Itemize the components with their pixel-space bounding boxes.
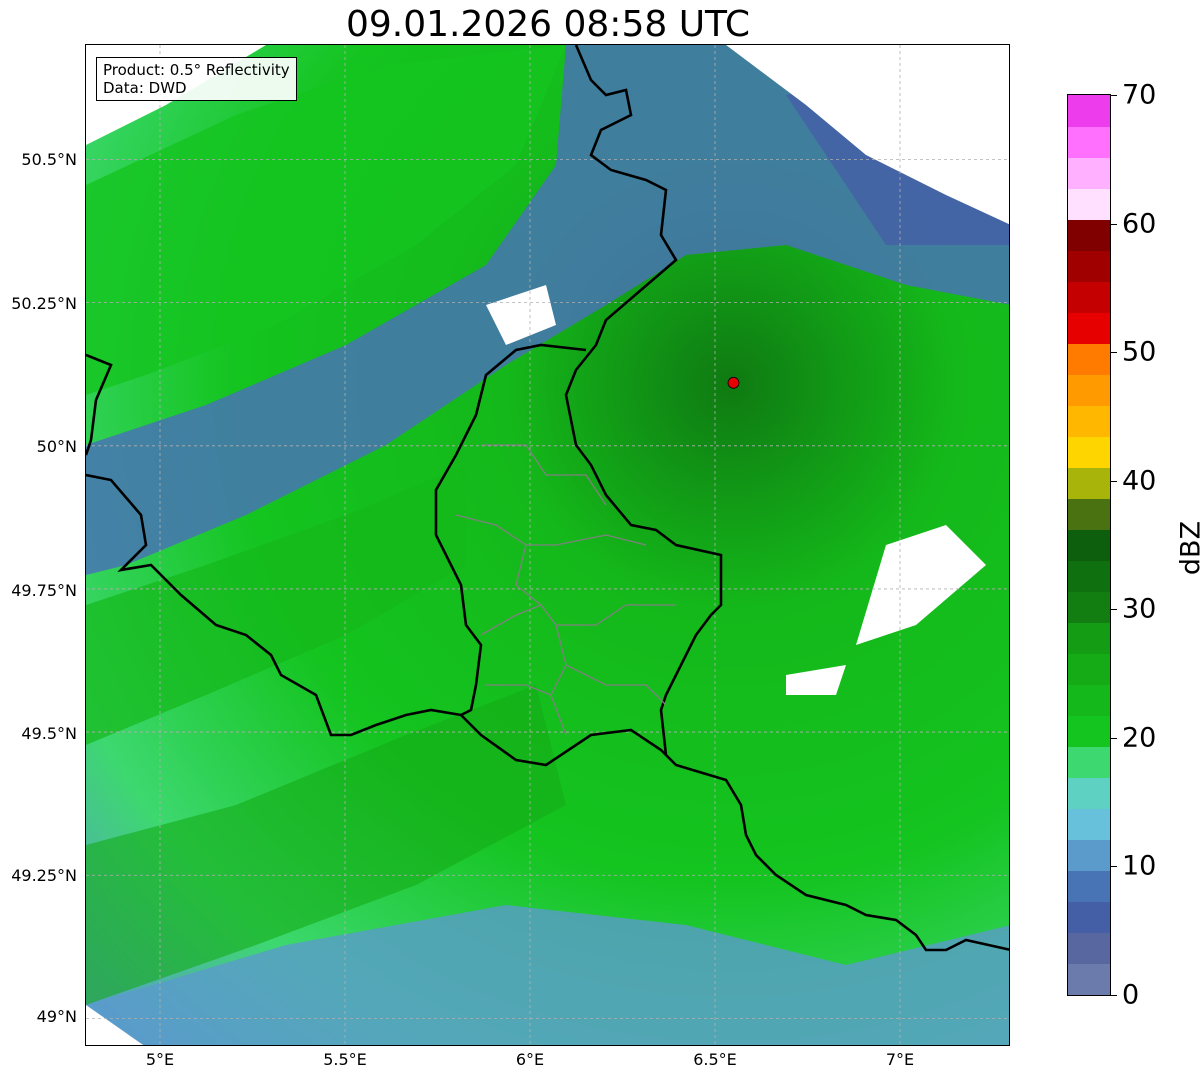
colorbar-unit-label: dBZ <box>1175 520 1202 576</box>
colorbar-segment <box>1068 219 1110 251</box>
colorbar-segment <box>1068 95 1110 127</box>
colorbar-tick-label: 0 <box>1122 979 1140 1011</box>
radar-site-marker[interactable] <box>727 376 740 389</box>
lat-tick-label: 49°N <box>36 1007 77 1026</box>
lon-tick-label: 5.5°E <box>323 1050 367 1069</box>
echo-south <box>86 905 1009 1045</box>
country-borders <box>86 45 1009 952</box>
lat-tick-label: 49.5°N <box>21 724 77 743</box>
colorbar-tick-label: 50 <box>1122 336 1157 368</box>
colorbar-segment <box>1068 684 1110 717</box>
radar-map-canvas <box>86 45 1009 1045</box>
colorbar-segment <box>1068 963 1110 996</box>
lat-tick-label: 50.5°N <box>21 150 77 169</box>
colorbar-segment <box>1068 529 1110 561</box>
colorbar-segment <box>1068 653 1110 686</box>
lon-tick-label: 5°E <box>145 1050 175 1069</box>
no-echo-ne <box>726 45 1009 225</box>
no-echo-east <box>856 525 986 645</box>
border-luxembourg <box>434 343 667 767</box>
colorbar-segment <box>1068 901 1110 934</box>
lon-tick-label: 6.5°E <box>693 1050 737 1069</box>
lat-tick-label: 49.25°N <box>11 866 77 885</box>
no-echo-east-small <box>786 665 846 695</box>
colorbar-segment <box>1068 312 1110 344</box>
colorbar-segment <box>1068 591 1110 624</box>
colorbar-tick-label: 40 <box>1122 465 1157 497</box>
colorbar-tick <box>1111 995 1117 996</box>
colorbar-segment <box>1068 126 1110 158</box>
colorbar-segment <box>1068 808 1110 841</box>
colorbar-tick <box>1111 352 1117 354</box>
colorbar-segment <box>1068 560 1110 593</box>
graticule <box>86 45 1009 1045</box>
colorbar-segment <box>1068 374 1110 406</box>
colorbar-segment <box>1068 467 1110 499</box>
colorbar-tick-label: 20 <box>1122 722 1157 754</box>
colorbar-segment <box>1068 157 1110 189</box>
lat-tick-label: 50.25°N <box>11 294 77 313</box>
colorbar-tick <box>1111 95 1117 96</box>
colorbar-segment <box>1068 870 1110 903</box>
colorbar-segment <box>1068 777 1110 810</box>
colorbar-tick-label: 30 <box>1122 593 1157 625</box>
canton-borders <box>455 444 676 736</box>
colorbar-tick <box>1111 866 1117 868</box>
data-source-label: Data: DWD <box>103 79 187 97</box>
colorbar-segment <box>1068 622 1110 655</box>
border-france-belgium <box>86 473 462 737</box>
colorbar-segment <box>1068 839 1110 872</box>
colorbar-segment <box>1068 281 1110 313</box>
lat-tick-label: 49.75°N <box>11 581 77 600</box>
colorbar-segment <box>1068 250 1110 282</box>
colorbar-tick <box>1111 609 1117 611</box>
echo-band-nw <box>86 45 566 395</box>
colorbar-tick-label: 70 <box>1122 79 1157 111</box>
lon-tick-label: 7°E <box>885 1050 915 1069</box>
echo-band-west <box>86 465 466 745</box>
colorbar-segment <box>1068 715 1110 748</box>
colorbar-tick-label: 10 <box>1122 850 1157 882</box>
no-echo-center <box>486 285 556 345</box>
product-info-box: Product: 0.5° Reflectivity Data: DWD <box>96 57 297 101</box>
colorbar-tick <box>1111 737 1117 739</box>
colorbar-segment <box>1068 405 1110 437</box>
colorbar-tick-label: 60 <box>1122 208 1157 240</box>
colorbar-segment <box>1068 188 1110 220</box>
colorbar-segment <box>1068 498 1110 530</box>
radar-map[interactable] <box>85 44 1010 1046</box>
product-label: Product: 0.5° Reflectivity <box>103 61 290 79</box>
lat-tick-label: 50°N <box>36 437 77 456</box>
colorbar-tick <box>1111 223 1117 225</box>
colorbar-segment <box>1068 343 1110 375</box>
colorbar-segment <box>1068 932 1110 965</box>
border-germany <box>564 45 1009 952</box>
colorbar-tick <box>1111 480 1117 482</box>
border-west <box>86 353 113 456</box>
colorbar <box>1067 94 1111 996</box>
colorbar-segment <box>1068 746 1110 779</box>
colorbar-segment <box>1068 436 1110 468</box>
map-title: 09.01.2026 08:58 UTC <box>345 4 751 45</box>
lon-tick-label: 6°E <box>515 1050 545 1069</box>
echo-band-sw <box>86 685 566 1005</box>
